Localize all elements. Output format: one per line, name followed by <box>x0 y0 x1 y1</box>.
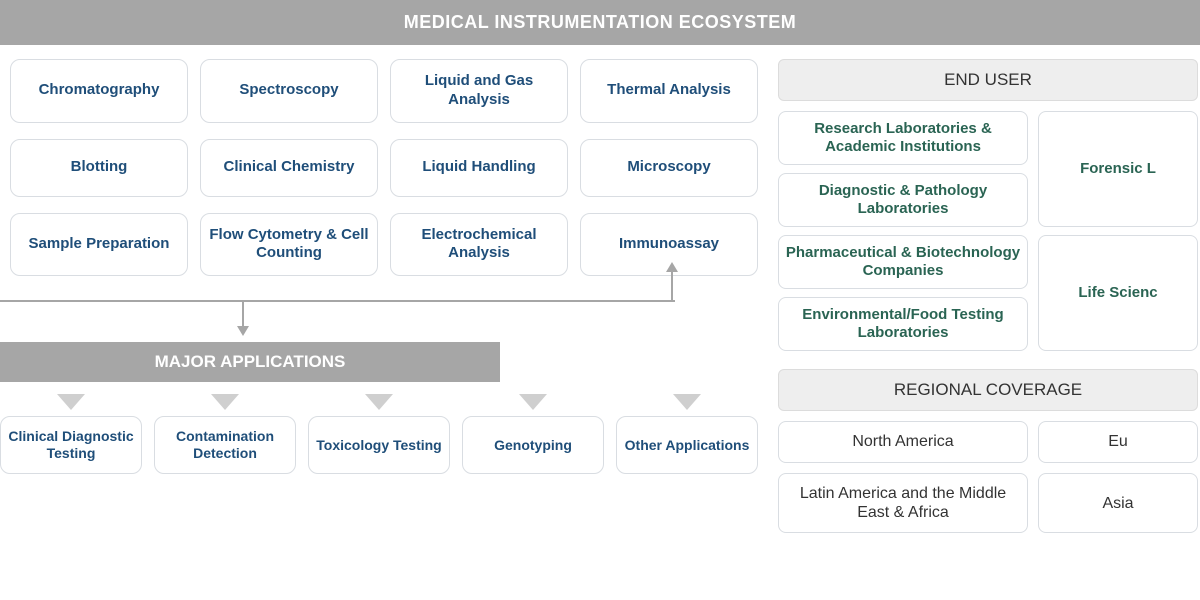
connector-hline <box>0 300 675 302</box>
chevron-down-icon <box>365 394 393 410</box>
arrow-up-icon <box>666 262 678 272</box>
application-pill: Genotyping <box>462 416 604 474</box>
end-user-grid: Research Laboratories & Academic Institu… <box>778 111 1200 351</box>
technique-pill: Spectroscopy <box>200 59 378 123</box>
region-grid: North America Eu Latin America and the M… <box>778 421 1200 533</box>
end-user-pill: Pharmaceutical & Biotechnology Companies <box>778 235 1028 289</box>
application-col: Other Applications <box>616 388 758 474</box>
end-user-pill: Life Scienc <box>1038 235 1198 351</box>
application-pill: Toxicology Testing <box>308 416 450 474</box>
chevron-down-icon <box>211 394 239 410</box>
end-user-pill: Forensic L <box>1038 111 1198 227</box>
applications-row: Clinical Diagnostic Testing Contaminatio… <box>0 388 770 474</box>
application-pill: Other Applications <box>616 416 758 474</box>
technique-pill: Thermal Analysis <box>580 59 758 123</box>
technique-pill: Sample Preparation <box>10 213 188 277</box>
region-pill: Latin America and the Middle East & Afri… <box>778 473 1028 533</box>
connector <box>0 290 750 324</box>
technique-pill: Clinical Chemistry <box>200 139 378 197</box>
right-column: END USER Research Laboratories & Academi… <box>770 45 1200 533</box>
application-col: Toxicology Testing <box>308 388 450 474</box>
technique-pill: Flow Cytometry & Cell Counting <box>200 213 378 277</box>
technique-pill: Electrochemical Analysis <box>390 213 568 277</box>
application-col: Clinical Diagnostic Testing <box>0 388 142 474</box>
application-col: Contamination Detection <box>154 388 296 474</box>
end-user-pill: Environmental/Food Testing Laboratories <box>778 297 1028 351</box>
application-pill: Contamination Detection <box>154 416 296 474</box>
region-header: REGIONAL COVERAGE <box>778 369 1198 411</box>
end-user-pill: Diagnostic & Pathology Laboratories <box>778 173 1028 227</box>
region-pill: Eu <box>1038 421 1198 463</box>
technique-pill: Liquid Handling <box>390 139 568 197</box>
technique-pill: Chromatography <box>10 59 188 123</box>
left-column: Chromatography Spectroscopy Liquid and G… <box>0 45 770 533</box>
applications-header: MAJOR APPLICATIONS <box>0 342 500 382</box>
chevron-down-icon <box>57 394 85 410</box>
layout: Chromatography Spectroscopy Liquid and G… <box>0 45 1200 533</box>
techniques-grid: Chromatography Spectroscopy Liquid and G… <box>0 59 770 276</box>
chevron-down-icon <box>673 394 701 410</box>
technique-pill: Liquid and Gas Analysis <box>390 59 568 123</box>
application-col: Genotyping <box>462 388 604 474</box>
chevron-down-icon <box>519 394 547 410</box>
main-title: MEDICAL INSTRUMENTATION ECOSYSTEM <box>0 0 1200 45</box>
arrow-down-icon <box>242 300 244 326</box>
technique-pill: Microscopy <box>580 139 758 197</box>
region-pill: Asia <box>1038 473 1198 533</box>
end-user-pill: Research Laboratories & Academic Institu… <box>778 111 1028 165</box>
technique-pill: Blotting <box>10 139 188 197</box>
end-user-header: END USER <box>778 59 1198 101</box>
region-pill: North America <box>778 421 1028 463</box>
application-pill: Clinical Diagnostic Testing <box>0 416 142 474</box>
